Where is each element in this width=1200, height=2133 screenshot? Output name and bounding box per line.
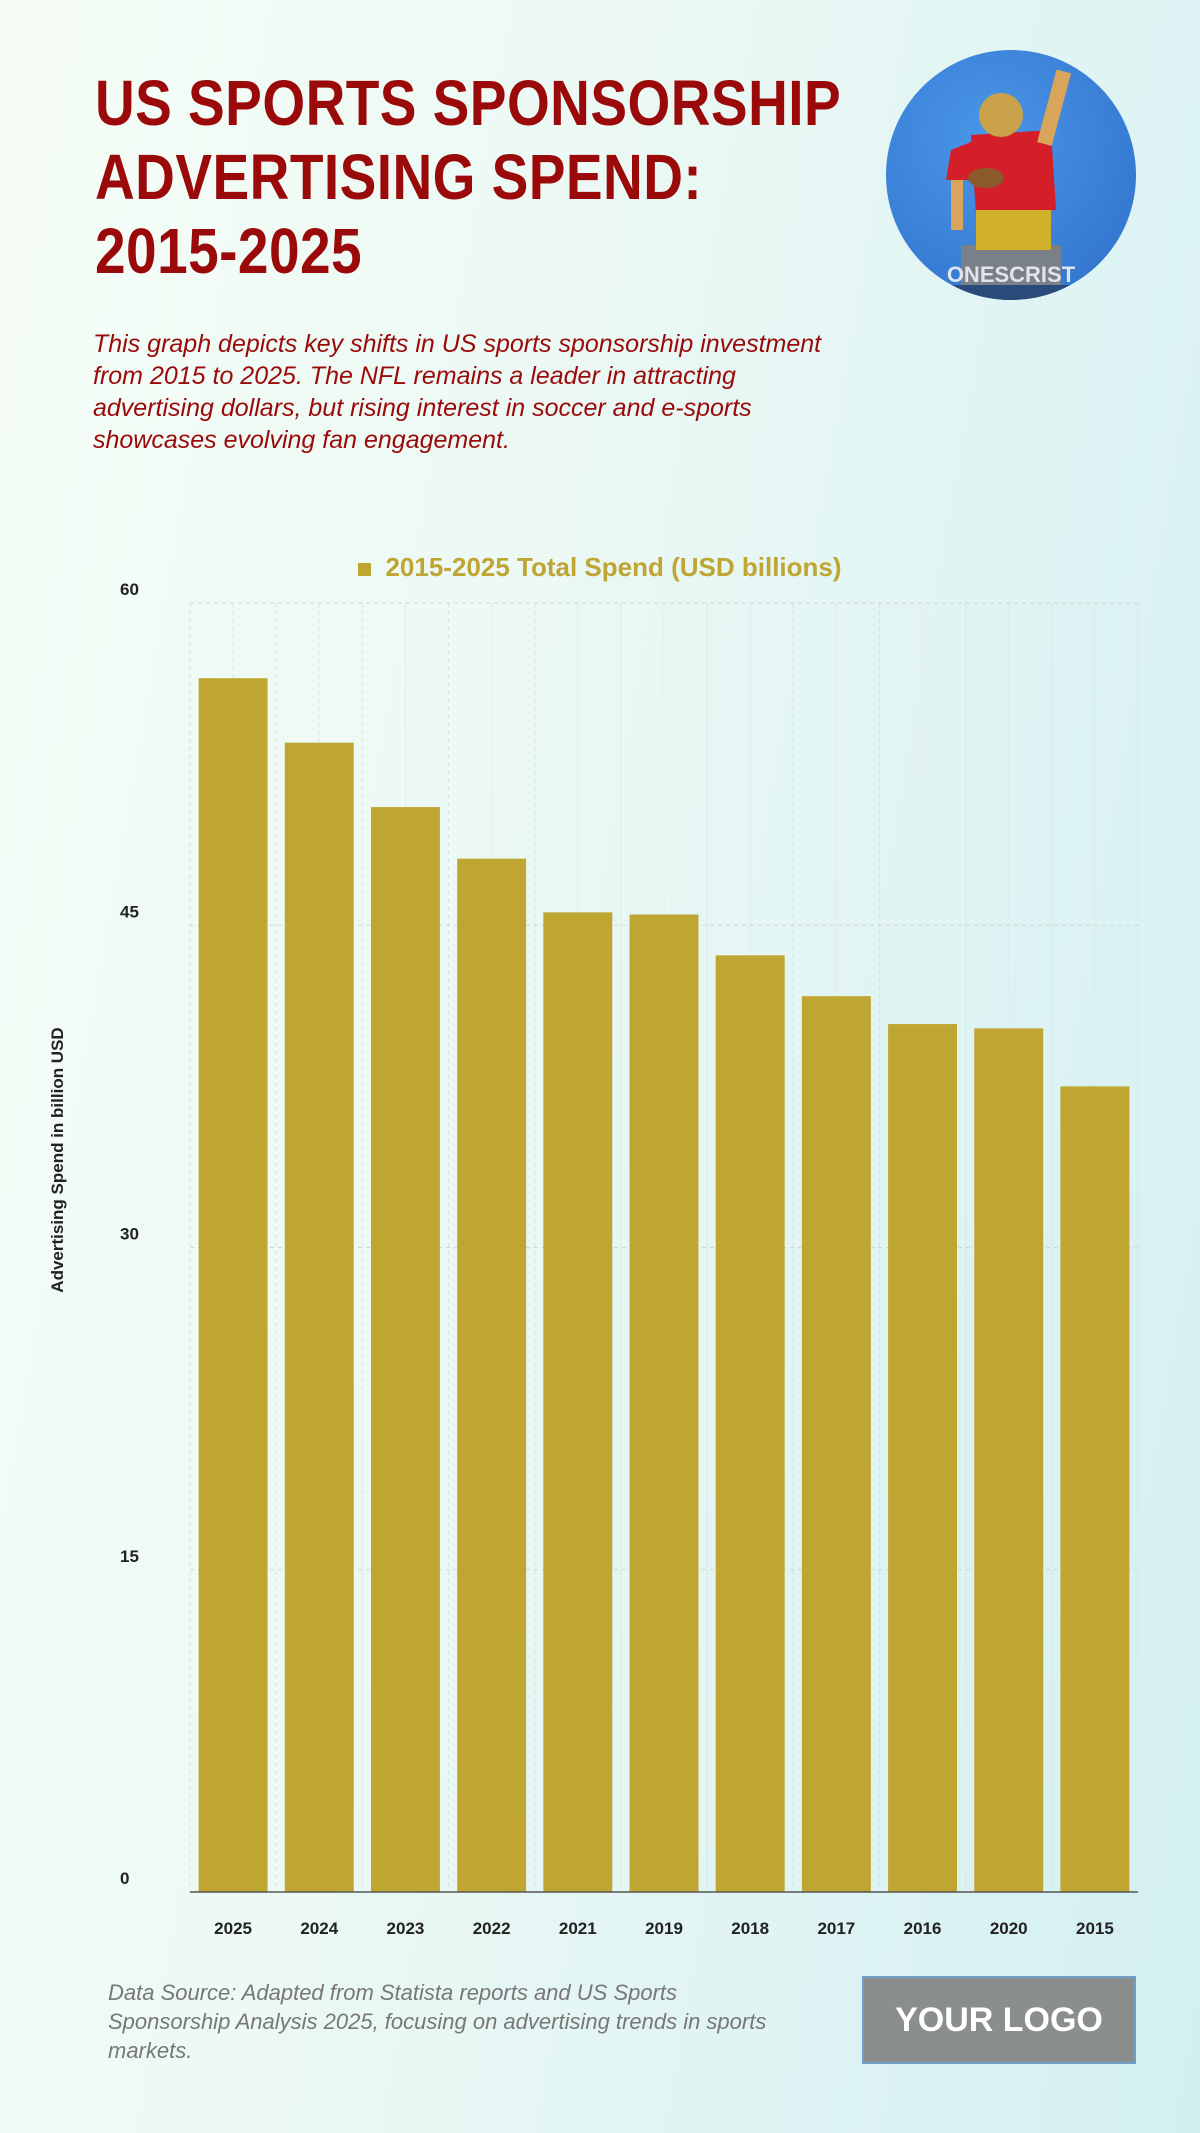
bar-2021 — [543, 912, 613, 1892]
bar-2016 — [888, 1024, 958, 1892]
bar-2023 — [370, 807, 440, 1892]
x-tick-label: 2024 — [300, 1919, 338, 1938]
x-tick-label: 2020 — [990, 1919, 1028, 1938]
y-tick-label: 30 — [120, 1225, 139, 1244]
bar-2017 — [801, 996, 871, 1892]
x-tick-label: 2018 — [731, 1919, 769, 1938]
y-axis-label: Advertising Spend in billion USD — [48, 1027, 67, 1293]
bar-2025 — [198, 678, 268, 1892]
x-tick-label: 2021 — [559, 1919, 597, 1938]
logo-placeholder: YOUR LOGO — [862, 1976, 1136, 2064]
legend-label: 2015-2025 Total Spend (USD billions) — [385, 552, 842, 582]
x-tick-label: 2015 — [1076, 1919, 1114, 1938]
y-tick-label: 45 — [120, 902, 139, 921]
bar-2015 — [1060, 1086, 1130, 1892]
bar-2024 — [284, 742, 354, 1893]
x-tick-label: 2017 — [817, 1919, 855, 1938]
y-tick-label: 15 — [120, 1547, 139, 1566]
x-tick-label: 2019 — [645, 1919, 683, 1938]
bar-2019 — [629, 914, 699, 1892]
bar-2022 — [457, 858, 527, 1893]
photo-caption: ONESCRIST — [947, 262, 1076, 287]
chart-legend: 2015-2025 Total Spend (USD billions) — [0, 552, 1200, 583]
x-tick-label: 2022 — [473, 1919, 511, 1938]
data-source: Data Source: Adapted from Statista repor… — [108, 1980, 767, 2063]
y-tick-label: 60 — [120, 580, 139, 599]
x-tick-label: 2025 — [214, 1919, 252, 1938]
legend-swatch — [358, 562, 372, 576]
page-subtitle: This graph depicts key shifts in US spor… — [93, 330, 822, 454]
bar-2020 — [974, 1028, 1044, 1892]
y-tick-label: 0 — [120, 1869, 129, 1888]
bar-2018 — [715, 955, 785, 1892]
page-title: US SPORTS SPONSORSHIP ADVERTISING SPEND:… — [95, 67, 841, 287]
x-tick-label: 2016 — [904, 1919, 942, 1938]
x-tick-label: 2023 — [387, 1919, 425, 1938]
